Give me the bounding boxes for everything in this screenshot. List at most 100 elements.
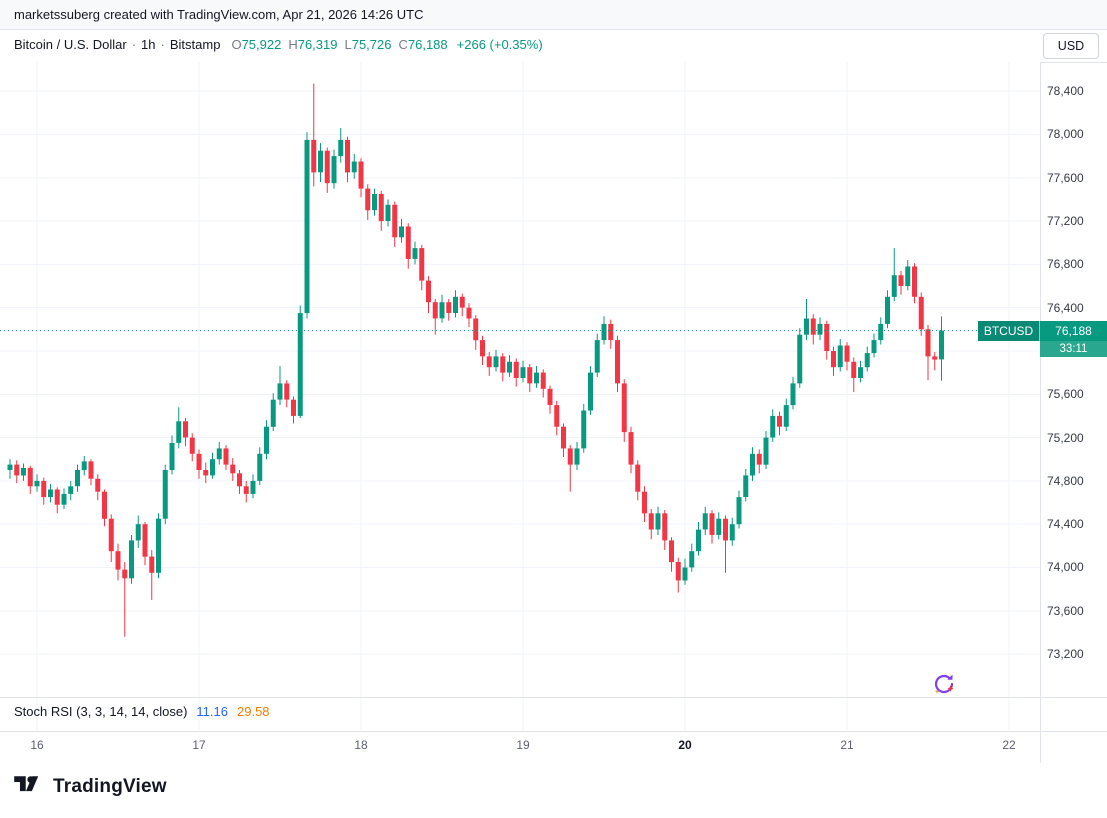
candle-body <box>115 551 121 570</box>
candle-body <box>399 226 404 238</box>
candle-body <box>493 356 499 368</box>
time-tick-label: 16 <box>30 738 44 752</box>
change-value: +266 (+0.35%) <box>456 37 543 52</box>
stoch-rsi-title[interactable]: Stoch RSI (3, 3, 14, 14, close) <box>14 704 188 719</box>
candle-body <box>88 461 94 479</box>
candle-body <box>878 323 884 341</box>
candle-body <box>743 475 749 497</box>
candle-body <box>68 486 74 494</box>
candle-body <box>230 464 236 474</box>
candle-body <box>466 307 472 319</box>
price-tick-label: 78,000 <box>1047 127 1084 141</box>
symbol-legend[interactable]: Bitcoin / U.S. Dollar · 1h · Bitstamp O7… <box>14 37 543 52</box>
candle-body <box>385 204 391 221</box>
candle-body <box>912 266 917 297</box>
candle-body <box>351 161 357 173</box>
candle-body <box>554 405 560 427</box>
sparkle-refresh-icon[interactable] <box>930 670 958 698</box>
candle-body <box>608 323 614 341</box>
candle-body <box>864 353 870 368</box>
candle-body <box>324 150 330 184</box>
candle-body <box>129 540 134 579</box>
candle-body <box>277 383 283 400</box>
candle-body <box>95 478 101 492</box>
pane-separator[interactable] <box>0 697 1107 698</box>
price-tick-label: 76,400 <box>1047 301 1084 315</box>
candle-body <box>61 493 67 505</box>
time-tick-label: 22 <box>1002 738 1016 752</box>
candle-body <box>777 415 782 427</box>
candle-body <box>567 448 573 465</box>
tradingview-logo <box>14 773 44 801</box>
candle-body <box>858 367 863 378</box>
price-tick-label: 74,000 <box>1047 560 1084 574</box>
candle-body <box>392 204 398 238</box>
footer-brand[interactable]: TradingView <box>14 773 167 801</box>
candle-body <box>142 524 148 557</box>
price-tick-label: 77,600 <box>1047 171 1084 185</box>
candle-body <box>419 248 425 281</box>
currency-toggle-button[interactable]: USD <box>1043 33 1099 59</box>
candle-body <box>520 367 526 378</box>
symbol-title[interactable]: Bitcoin / U.S. Dollar <box>14 37 127 52</box>
candle-body <box>311 139 317 173</box>
time-tick-label: 20 <box>678 738 692 752</box>
interval-label[interactable]: 1h <box>141 37 156 52</box>
candle-body <box>250 480 256 494</box>
open-value: 75,922 <box>241 37 282 52</box>
candle-body <box>34 480 40 487</box>
exchange-label[interactable]: Bitstamp <box>169 37 221 52</box>
candle-body <box>790 383 796 406</box>
candlestick-chart-pane[interactable] <box>0 30 1040 730</box>
candle-body <box>189 437 195 454</box>
low-label: L <box>344 37 352 52</box>
candle-body <box>513 361 519 378</box>
price-scale[interactable]: 78,400 78,000 77,600 77,200 76,800 76,400 75,6… <box>1040 0 1107 818</box>
candle-body <box>405 226 411 259</box>
price-scale-header: USD <box>1040 30 1107 63</box>
candle-body <box>797 334 803 384</box>
candle-body <box>682 567 688 581</box>
candle-body <box>689 551 695 568</box>
badge-symbol-label: BTCUSD <box>978 321 1040 341</box>
candle-body <box>905 266 911 286</box>
candle-body <box>284 383 290 400</box>
candle-body <box>655 513 661 530</box>
candle-body <box>149 556 155 573</box>
candle-body <box>824 323 830 351</box>
stoch-rsi-legend[interactable]: Stoch RSI (3, 3, 14, 14, close) 11.16 29… <box>14 704 270 719</box>
candle-body <box>763 437 769 465</box>
stoch-d-value: 29.58 <box>237 704 270 719</box>
candle-body <box>257 453 263 481</box>
candle-body <box>156 518 161 573</box>
bar-countdown: 33:11 <box>1040 341 1107 357</box>
candle-body <box>574 448 580 465</box>
candlestick-chart[interactable] <box>0 30 1040 730</box>
candle-body <box>358 161 364 189</box>
attribution-bar: marketssuberg created with TradingView.c… <box>0 0 1107 30</box>
candle-body <box>486 356 492 368</box>
candle-body <box>669 540 674 563</box>
candle-body <box>223 448 229 465</box>
candle-body <box>500 356 506 373</box>
candle-body <box>581 410 587 449</box>
candle-body <box>648 513 654 530</box>
candle-body <box>291 399 296 416</box>
candle-body <box>547 388 553 405</box>
candle-body <box>723 518 728 541</box>
price-tick-label: 78,400 <box>1047 84 1084 98</box>
candle-body <box>810 318 816 335</box>
candle-body <box>561 426 566 449</box>
price-tick-label: 73,200 <box>1047 647 1084 661</box>
candle-body <box>108 518 114 552</box>
candle-body <box>540 372 546 389</box>
candle-body <box>702 513 708 530</box>
candle-body <box>925 329 931 357</box>
candle-body <box>601 323 607 341</box>
price-tick-label: 74,400 <box>1047 517 1084 531</box>
time-tick-label: 18 <box>354 738 368 752</box>
candle-body <box>844 345 850 362</box>
candle-body <box>169 443 175 471</box>
